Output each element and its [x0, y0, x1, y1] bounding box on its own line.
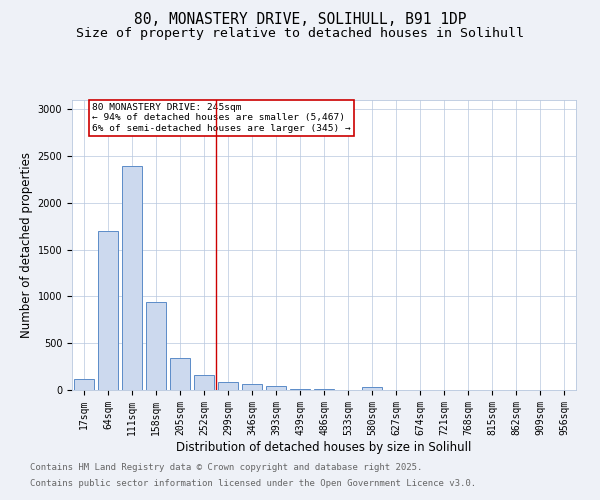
- Text: Size of property relative to detached houses in Solihull: Size of property relative to detached ho…: [76, 28, 524, 40]
- Text: Contains public sector information licensed under the Open Government Licence v3: Contains public sector information licen…: [30, 478, 476, 488]
- Bar: [242, 384, 262, 390]
- Bar: [74, 379, 94, 390]
- Bar: [170, 358, 190, 390]
- Text: 80, MONASTERY DRIVE, SOLIHULL, B91 1DP: 80, MONASTERY DRIVE, SOLIHULL, B91 1DP: [134, 12, 466, 28]
- Bar: [98, 231, 118, 390]
- Bar: [362, 387, 382, 390]
- Text: Contains HM Land Registry data © Crown copyright and database right 2025.: Contains HM Land Registry data © Crown c…: [30, 464, 422, 472]
- Bar: [194, 375, 214, 390]
- X-axis label: Distribution of detached houses by size in Solihull: Distribution of detached houses by size …: [176, 440, 472, 454]
- Bar: [290, 388, 310, 390]
- Bar: [146, 302, 166, 390]
- Text: 80 MONASTERY DRIVE: 245sqm
← 94% of detached houses are smaller (5,467)
6% of se: 80 MONASTERY DRIVE: 245sqm ← 94% of deta…: [92, 103, 351, 132]
- Bar: [314, 389, 334, 390]
- Bar: [122, 166, 142, 390]
- Bar: [266, 386, 286, 390]
- Bar: [218, 382, 238, 390]
- Y-axis label: Number of detached properties: Number of detached properties: [20, 152, 34, 338]
